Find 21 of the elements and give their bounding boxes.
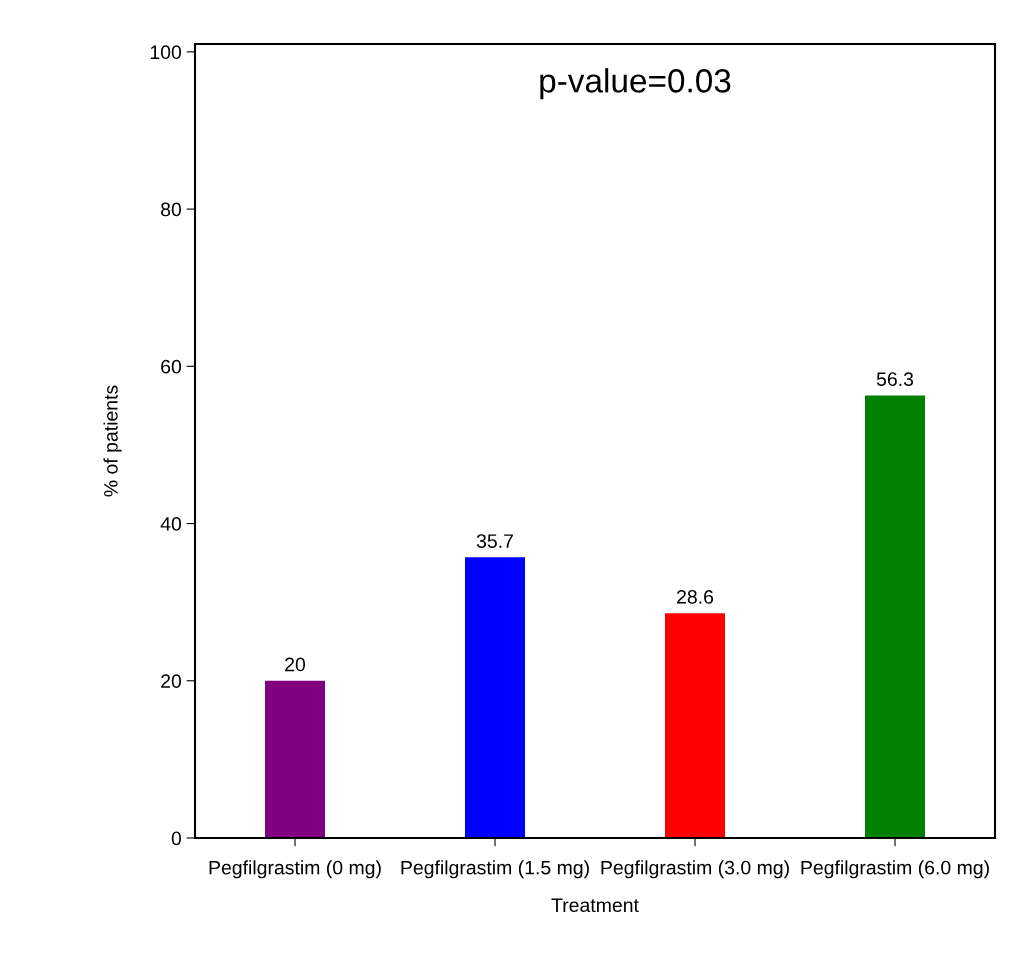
x-tick-label: Pegfilgrastim (0 mg) xyxy=(209,860,381,879)
data-label: 20 xyxy=(285,657,306,672)
data-label: 28.6 xyxy=(677,590,714,604)
y-axis-title: % of patients xyxy=(103,385,122,497)
bar xyxy=(865,395,925,838)
y-tick-label: 40 xyxy=(160,517,182,531)
x-tick-label: Pegfilgrastim (1.5 mg) xyxy=(401,860,589,879)
bar xyxy=(265,680,325,838)
y-tick-label: 80 xyxy=(161,202,182,217)
annotation: p-value=0.03 xyxy=(540,68,731,100)
y-tick-label: 60 xyxy=(161,359,182,374)
data-label: 56.3 xyxy=(876,372,914,387)
y-tick-label: 0 xyxy=(171,831,182,846)
x-tick-label: Pegfilgrastim (6.0 mg) xyxy=(801,860,989,879)
data-label: 35.7 xyxy=(476,534,513,548)
x-axis-title: Treatment xyxy=(551,898,639,913)
bar xyxy=(465,557,525,838)
x-tick-label: Pegfilgrastim (3.0 mg) xyxy=(601,860,789,879)
y-tick-label: 20 xyxy=(161,674,182,689)
y-tick-label: 100 xyxy=(150,45,182,60)
bar xyxy=(665,613,725,838)
